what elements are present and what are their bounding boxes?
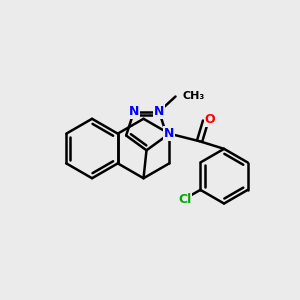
Text: CH₃: CH₃ <box>182 91 204 101</box>
Text: O: O <box>205 113 215 126</box>
Text: N: N <box>164 127 174 140</box>
Text: N: N <box>154 105 164 118</box>
Text: N: N <box>129 105 139 118</box>
Text: Cl: Cl <box>178 193 191 206</box>
